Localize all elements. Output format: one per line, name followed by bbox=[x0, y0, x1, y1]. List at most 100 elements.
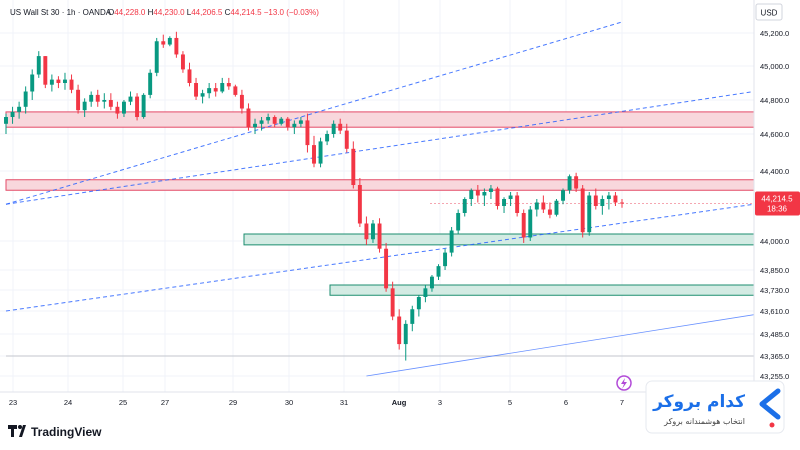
candle-body bbox=[547, 209, 552, 215]
candle bbox=[508, 192, 513, 206]
price-axis-label: 44,800.0 bbox=[760, 96, 789, 105]
candle-body bbox=[502, 199, 507, 206]
candle-body bbox=[377, 223, 382, 249]
candle bbox=[534, 199, 539, 217]
tradingview-logo[interactable]: TradingView bbox=[8, 425, 102, 439]
candle-body bbox=[194, 83, 199, 97]
candle-body bbox=[364, 223, 369, 240]
candle-body bbox=[449, 230, 454, 253]
time-axis-label: 24 bbox=[64, 398, 72, 407]
candle bbox=[115, 101, 120, 119]
candle-body bbox=[397, 316, 402, 345]
resistance-zone[interactable] bbox=[5, 111, 755, 128]
tradingview-mark-icon bbox=[8, 425, 17, 437]
candle-body bbox=[135, 96, 140, 117]
candle bbox=[69, 74, 74, 94]
candle bbox=[357, 178, 362, 227]
candle-body bbox=[30, 74, 35, 92]
candle-body bbox=[128, 96, 133, 102]
candle-body bbox=[580, 188, 585, 233]
broker-logo-chevron-icon bbox=[759, 388, 781, 420]
candle bbox=[213, 83, 218, 97]
candle bbox=[89, 91, 94, 107]
candle-body bbox=[344, 130, 349, 149]
candle-body bbox=[541, 202, 546, 210]
price-axis-label: 43,610.0 bbox=[760, 307, 789, 316]
time-axis-label: 29 bbox=[229, 398, 237, 407]
candle bbox=[121, 100, 126, 117]
candle bbox=[371, 220, 375, 243]
resistance-zone[interactable] bbox=[5, 179, 755, 191]
candle-body bbox=[253, 123, 257, 128]
candle bbox=[561, 188, 565, 205]
candle bbox=[574, 172, 579, 192]
candle-body bbox=[141, 94, 146, 117]
candle bbox=[502, 197, 507, 213]
candle bbox=[135, 93, 140, 121]
candle bbox=[410, 305, 415, 332]
candle-body bbox=[410, 309, 415, 324]
candle-body bbox=[613, 195, 618, 203]
candle bbox=[128, 91, 133, 106]
candle-body bbox=[351, 148, 356, 185]
channel-line[interactable] bbox=[5, 21, 623, 205]
candle-body bbox=[325, 134, 330, 142]
support-zone[interactable] bbox=[243, 233, 755, 246]
candle-body bbox=[17, 106, 22, 112]
price-axis-label: 45,000.0 bbox=[760, 62, 789, 71]
candle-body bbox=[384, 248, 389, 289]
price-axis-label: 44,000.0 bbox=[760, 237, 789, 246]
time-axis-label: 31 bbox=[340, 398, 348, 407]
candle bbox=[495, 186, 500, 210]
candle bbox=[259, 117, 264, 131]
candle bbox=[174, 31, 179, 58]
channel-line[interactable] bbox=[5, 91, 755, 205]
time-axis-label: 3 bbox=[438, 398, 442, 407]
candle bbox=[30, 69, 35, 100]
candle-body bbox=[207, 88, 212, 94]
candle-body bbox=[292, 123, 297, 128]
time-axis-label: 27 bbox=[161, 398, 169, 407]
candle bbox=[606, 192, 611, 210]
lightning-icon[interactable] bbox=[616, 375, 632, 391]
candle bbox=[567, 174, 572, 194]
tradingview-brand-text: TradingView bbox=[31, 425, 102, 439]
tradingview-mark-slash bbox=[19, 425, 26, 437]
time-axis-label: 23 bbox=[9, 398, 17, 407]
candle-body bbox=[148, 72, 153, 95]
candle-body bbox=[187, 69, 192, 83]
candle bbox=[364, 216, 369, 245]
ohlc-high-label: H bbox=[148, 8, 154, 17]
candle bbox=[226, 77, 231, 90]
candle bbox=[76, 84, 81, 114]
candle bbox=[403, 320, 408, 361]
currency-button[interactable] bbox=[755, 3, 783, 21]
trend-line[interactable] bbox=[366, 314, 755, 377]
candle-body bbox=[298, 120, 303, 124]
candle-body bbox=[43, 56, 48, 85]
candle-body bbox=[23, 91, 28, 107]
candle-body bbox=[495, 188, 500, 206]
price-tag-time: 18:36 bbox=[767, 204, 788, 213]
candle-body bbox=[63, 79, 67, 83]
candle-body bbox=[161, 41, 166, 45]
candle-body bbox=[305, 120, 310, 146]
candle-body bbox=[606, 195, 611, 199]
lightning-icon-bolt bbox=[621, 378, 627, 389]
symbol-title: US Wall St 30 · 1h · OANDA bbox=[10, 8, 112, 17]
candle bbox=[161, 34, 166, 48]
candle-body bbox=[279, 118, 284, 124]
candle bbox=[17, 101, 22, 119]
candle-body bbox=[167, 37, 172, 45]
candle bbox=[325, 130, 330, 146]
candle-body bbox=[475, 190, 480, 196]
candle bbox=[600, 195, 605, 215]
candle bbox=[292, 120, 297, 134]
broker-logo[interactable]: کدام بروکر انتخاب هوشمندانه بروکر bbox=[645, 380, 785, 434]
candle-body bbox=[82, 101, 87, 111]
candle-body bbox=[456, 213, 461, 231]
candle-body bbox=[436, 266, 441, 277]
price-axis: 45,200.0 45,000.0 44,800.0 44,600.0 44,400.0… bbox=[760, 29, 789, 381]
candle bbox=[239, 89, 244, 114]
